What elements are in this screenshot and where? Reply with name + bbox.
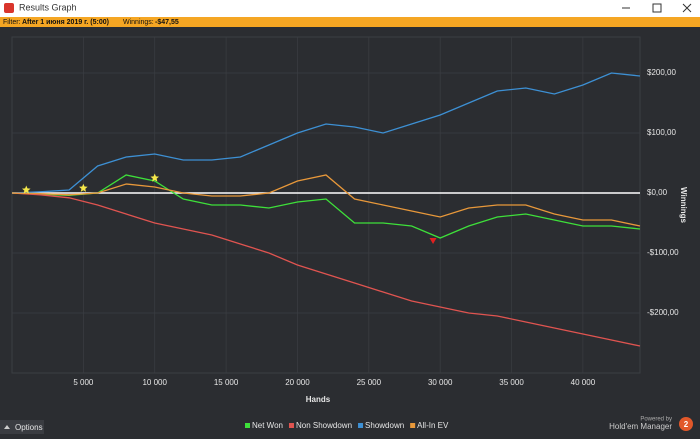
plot-area xyxy=(11,36,641,374)
x-tick-label: 15 000 xyxy=(214,378,239,387)
filter-label: Filter: xyxy=(3,19,21,26)
x-tick-label: 5 000 xyxy=(73,378,94,387)
options-label: Options xyxy=(15,423,43,432)
window-title: Results Graph xyxy=(19,2,77,12)
legend-label: Showdown xyxy=(365,421,404,430)
legend-swatch xyxy=(358,423,364,428)
star-marker xyxy=(21,185,31,194)
brand-badge xyxy=(679,417,693,431)
x-tick-label: 40 000 xyxy=(571,378,596,387)
y-tick-label: -$100,00 xyxy=(647,248,679,257)
x-tick-label: 10 000 xyxy=(142,378,167,387)
star-marker xyxy=(79,183,88,192)
x-axis-label: Hands xyxy=(306,395,331,404)
x-tick-label: 35 000 xyxy=(499,378,524,387)
series-line xyxy=(11,174,641,239)
powered-by: Powered by xyxy=(640,417,672,423)
legend-swatch xyxy=(410,423,416,428)
low-marker xyxy=(429,238,437,244)
star-marker xyxy=(150,173,160,182)
maximize[interactable] xyxy=(652,3,662,13)
options-button[interactable] xyxy=(0,420,44,434)
y-axis-label: Winnings xyxy=(679,187,688,223)
legend-label: Non Showdown xyxy=(296,421,352,430)
legend-swatch xyxy=(288,423,294,428)
x-tick-label: 25 000 xyxy=(357,378,382,387)
series-line xyxy=(11,174,641,227)
options-arrow xyxy=(4,425,10,429)
y-tick-label: $0,00 xyxy=(647,188,668,197)
legend-swatch xyxy=(245,423,250,428)
winnings-label: Winnings: xyxy=(123,19,154,26)
brand: Hold'em Manager xyxy=(609,422,672,431)
title-bar xyxy=(0,0,700,17)
legend-label: All-In EV xyxy=(417,421,449,430)
close[interactable] xyxy=(682,3,692,13)
app-icon xyxy=(4,3,14,13)
x-tick-label: 20 000 xyxy=(285,378,310,387)
y-tick-label: $200,00 xyxy=(647,68,676,77)
filter-bar xyxy=(0,17,700,27)
legend-label: Net Won xyxy=(252,421,283,430)
series-line xyxy=(11,192,641,347)
x-tick-label: 30 000 xyxy=(428,378,453,387)
y-tick-label: $100,00 xyxy=(647,128,676,137)
filter-text: After 1 июня 2019 г. (5:00) xyxy=(22,19,109,26)
series-line xyxy=(11,72,641,194)
brand-number: 2 xyxy=(684,420,689,429)
winnings-value: -$47,55 xyxy=(155,19,179,26)
y-tick-label: -$200,00 xyxy=(647,308,679,317)
